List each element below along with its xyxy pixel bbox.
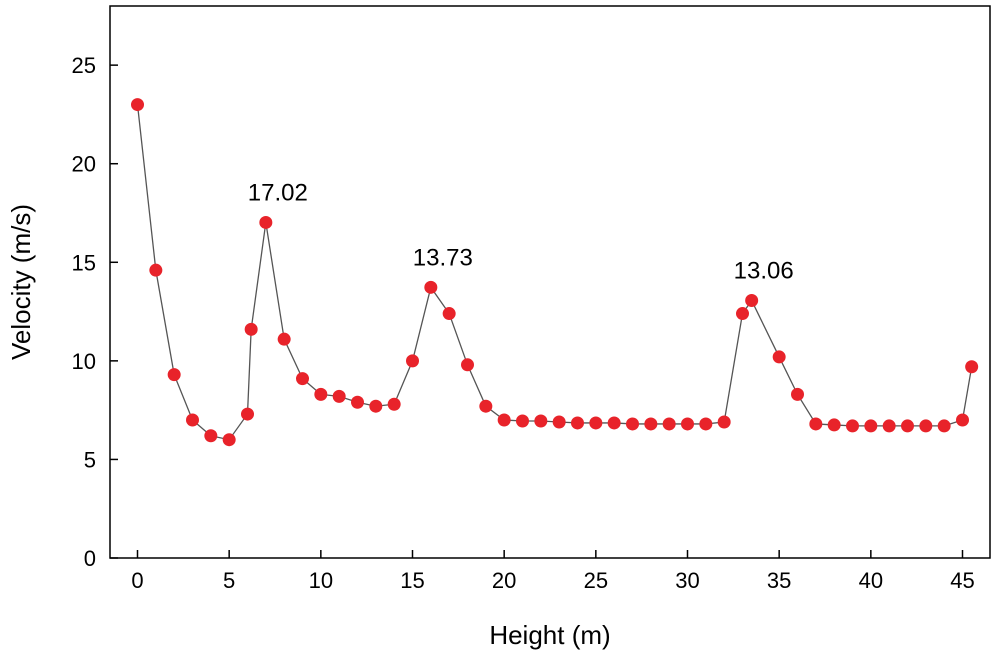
x-tick-label: 30 xyxy=(675,568,699,593)
data-point xyxy=(736,307,749,321)
data-point xyxy=(864,419,878,433)
data-point xyxy=(607,416,621,430)
x-tick-label: 45 xyxy=(950,568,974,593)
annotations-layer: 17.02 13.73 13.06 xyxy=(248,179,794,284)
data-point xyxy=(772,350,786,364)
data-point xyxy=(332,389,346,403)
data-point xyxy=(552,415,566,429)
data-point xyxy=(956,413,969,427)
data-point xyxy=(296,372,309,386)
data-point xyxy=(497,413,511,427)
x-tick-label: 35 xyxy=(767,568,791,593)
data-point xyxy=(919,419,933,433)
data-point xyxy=(461,358,474,372)
y-axis-title: Velocity (m/s) xyxy=(6,204,36,360)
data-point xyxy=(901,419,914,433)
data-point xyxy=(791,387,804,401)
y-tick-label: 5 xyxy=(84,447,96,472)
x-tick-label: 25 xyxy=(584,568,608,593)
data-point xyxy=(222,433,236,447)
plot-frame xyxy=(109,5,991,559)
x-tick-label: 0 xyxy=(131,568,143,593)
data-point xyxy=(662,417,676,431)
x-axis-title: Height (m) xyxy=(489,620,610,650)
axis-ticks: 0 5 10 15 20 25 30 35 40 45 0 5 10 15 20 25 xyxy=(72,53,975,593)
data-point xyxy=(131,98,144,112)
y-tick-label: 15 xyxy=(72,250,96,275)
series-line-layer xyxy=(136,104,973,441)
data-point xyxy=(387,397,401,411)
data-point xyxy=(277,332,291,346)
peak-annotation: 13.06 xyxy=(734,258,794,285)
data-point xyxy=(204,429,218,443)
data-point xyxy=(882,419,896,433)
data-point xyxy=(241,407,254,421)
data-point xyxy=(406,354,419,368)
series-line xyxy=(136,104,973,441)
data-point xyxy=(369,399,383,413)
x-tick-label: 20 xyxy=(492,568,516,593)
data-point xyxy=(424,280,438,294)
x-tick-label: 5 xyxy=(223,568,235,593)
data-point xyxy=(479,399,493,413)
data-point xyxy=(186,413,199,427)
data-point xyxy=(644,417,658,431)
data-point xyxy=(314,387,328,401)
data-point xyxy=(516,414,529,428)
data-point xyxy=(626,417,639,431)
data-point xyxy=(571,416,584,430)
data-point xyxy=(717,415,731,429)
y-tick-label: 20 xyxy=(72,152,96,177)
y-tick-label: 25 xyxy=(72,53,96,78)
y-tick-label: 10 xyxy=(72,349,96,374)
data-points-layer xyxy=(131,98,979,447)
data-point xyxy=(589,416,603,430)
x-tick-label: 10 xyxy=(309,568,333,593)
data-point xyxy=(937,419,951,433)
peak-annotation: 13.73 xyxy=(413,244,473,271)
data-point xyxy=(745,294,759,308)
x-tick-label: 40 xyxy=(859,568,883,593)
data-point xyxy=(351,395,364,409)
data-point xyxy=(681,417,694,431)
data-point xyxy=(244,322,258,336)
data-point xyxy=(534,414,548,428)
data-point xyxy=(442,307,456,321)
data-point xyxy=(699,417,713,431)
data-point xyxy=(259,215,273,229)
data-point xyxy=(149,263,163,277)
peak-annotation: 17.02 xyxy=(248,179,308,206)
data-point xyxy=(167,368,181,382)
data-point xyxy=(827,418,841,432)
data-point xyxy=(809,417,823,431)
data-point xyxy=(965,360,979,374)
x-tick-label: 15 xyxy=(400,568,424,593)
y-tick-label: 0 xyxy=(84,546,96,571)
data-point xyxy=(846,419,859,433)
